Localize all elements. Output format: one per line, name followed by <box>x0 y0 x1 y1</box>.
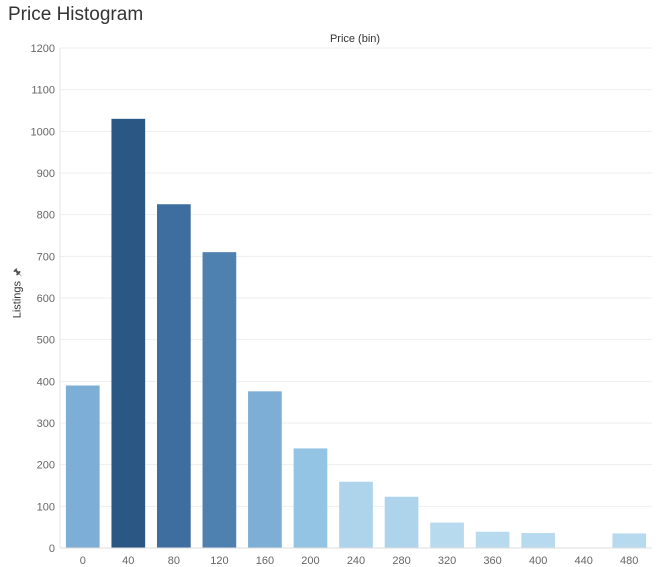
bar-280[interactable] <box>384 496 419 548</box>
x-tick-label: 440 <box>575 555 593 567</box>
x-tick-label: 200 <box>301 555 319 567</box>
y-tick-label: 100 <box>37 501 55 513</box>
x-tick-label: 160 <box>256 555 274 567</box>
y-tick-label: 300 <box>37 418 55 430</box>
x-tick-label: 120 <box>210 555 228 567</box>
x-tick-label: 240 <box>347 555 365 567</box>
x-tick-label: 360 <box>483 555 501 567</box>
x-tick-label: 480 <box>620 555 638 567</box>
y-tick-label: 0 <box>49 543 55 555</box>
bar-240[interactable] <box>339 481 373 548</box>
y-tick-label: 900 <box>37 168 55 180</box>
grid-layer <box>60 47 652 549</box>
y-tick-labels: 0 100 200 300 400 500 600 700 800 900 1000 1100 1200 <box>31 43 55 555</box>
x-tick-label: 80 <box>168 555 180 567</box>
bar-0[interactable] <box>65 385 100 549</box>
x-tick-label: 40 <box>122 555 134 567</box>
page-title: Price Histogram <box>8 4 144 25</box>
y-tick-label: 800 <box>37 210 55 222</box>
y-tick-label: 700 <box>37 251 55 263</box>
bar-320[interactable] <box>430 522 464 548</box>
y-tick-label: 600 <box>37 293 55 305</box>
bar-80[interactable] <box>156 204 191 548</box>
x-tick-label: 280 <box>392 555 410 567</box>
bar-360[interactable] <box>475 531 510 548</box>
bar-400[interactable] <box>521 533 556 548</box>
y-tick-label: 1100 <box>31 85 55 97</box>
y-tick-label: 1000 <box>31 126 55 138</box>
x-axis-header: Price (bin) <box>329 33 381 45</box>
bar-480[interactable] <box>612 533 647 548</box>
y-tick-label: 400 <box>37 376 55 388</box>
x-tick-label: 0 <box>80 555 86 567</box>
x-tick-labels: 0 40 80 120 160 200 240 280 320 360 400 440 480 <box>80 555 639 567</box>
bar-layer <box>65 118 647 549</box>
y-tick-label: 200 <box>37 460 55 472</box>
bar-160[interactable] <box>248 391 282 548</box>
bar-40[interactable] <box>111 118 146 548</box>
x-tick-label: 320 <box>438 555 456 567</box>
x-tick-label: 400 <box>529 555 547 567</box>
y-tick-label: 500 <box>37 335 55 347</box>
axis-layer <box>59 48 652 549</box>
bar-200[interactable] <box>293 448 328 548</box>
y-tick-label: 1200 <box>31 43 55 55</box>
bar-120[interactable] <box>202 252 237 548</box>
